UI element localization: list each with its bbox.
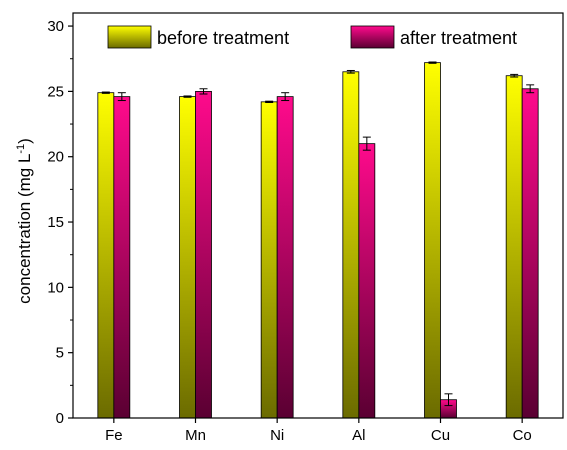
y-tick-label-0: 0 <box>56 410 64 427</box>
bar-mn-after <box>196 91 212 418</box>
y-axis-title-main: concentration (mg L <box>15 154 34 304</box>
y-tick-label-30: 30 <box>47 18 64 35</box>
bar-al-before <box>343 72 359 418</box>
legend-label: before treatment <box>157 28 289 48</box>
y-tick-label-5: 5 <box>56 345 64 362</box>
y-axis-title-superscript: -1 <box>15 144 27 154</box>
y-tick-label-10: 10 <box>47 279 64 296</box>
bar-fe-after <box>114 97 130 418</box>
bar-co-before <box>506 76 522 418</box>
bar-ni-after <box>277 97 293 418</box>
x-tick-label-mn: Mn <box>185 427 206 444</box>
legend-swatch <box>351 26 394 48</box>
legend-item-before: before treatment <box>108 26 289 48</box>
bar-fe-before <box>98 93 114 418</box>
y-axis-title: concentration (mg L-1) <box>15 138 34 304</box>
y-axis-title-close: ) <box>15 138 34 144</box>
legend-item-after: after treatment <box>351 26 517 48</box>
bars-layer <box>98 62 538 418</box>
x-tick-label-fe: Fe <box>105 427 123 444</box>
y-tick-label-20: 20 <box>47 149 64 166</box>
legend: before treatment after treatment <box>108 26 517 48</box>
x-tick-label-al: Al <box>352 427 365 444</box>
bar-ni-before <box>261 102 277 418</box>
bar-cu-before <box>425 63 441 418</box>
plot-frame <box>73 13 563 418</box>
x-tick-label-cu: Cu <box>431 427 450 444</box>
bar-co-after <box>522 89 538 418</box>
legend-label: after treatment <box>400 28 517 48</box>
x-tick-label-ni: Ni <box>270 427 284 444</box>
bar-mn-before <box>180 97 196 418</box>
y-tick-label-25: 25 <box>47 83 64 100</box>
y-tick-label-15: 15 <box>47 214 64 231</box>
x-tick-label-co: Co <box>513 427 532 444</box>
bar-al-after <box>359 144 375 418</box>
legend-swatch <box>108 26 151 48</box>
